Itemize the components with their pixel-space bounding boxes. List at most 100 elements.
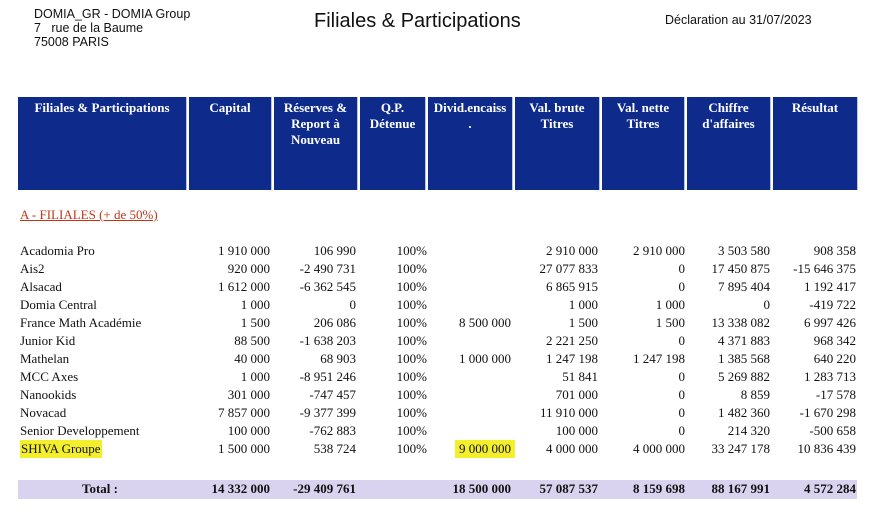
row-name: Alsacad [20, 279, 62, 294]
column-header-line: Nouveau [290, 132, 341, 147]
column-header-line: Chiffre [708, 100, 749, 115]
row-qp: 100% [396, 423, 427, 438]
row-capital: 100 000 [227, 423, 270, 438]
row-result: 6 997 426 [804, 315, 856, 330]
row-result: -15 646 375 [793, 261, 856, 276]
row-revenue: 13 338 082 [711, 315, 771, 330]
table-row: France Math Académie 1 500 206 086 100% 8 50… [0, 314, 877, 332]
row-reserves: -2 490 731 [299, 261, 356, 276]
row-qp: 100% [396, 297, 427, 312]
row-gross: 701 000 [555, 387, 598, 402]
row-name: MCC Axes [20, 369, 79, 384]
row-capital: 1 612 000 [218, 279, 270, 294]
row-name: Nanookids [20, 387, 77, 402]
row-gross: 11 910 000 [539, 405, 598, 420]
row-name: Ais2 [20, 261, 45, 276]
total-revenue: 88 167 991 [711, 481, 771, 496]
total-capital: 14 332 000 [211, 481, 271, 496]
row-capital: 1 500 [240, 315, 270, 330]
row-net: 1 000 [655, 297, 685, 312]
table-row: Novacad 7 857 000 -9 377 399 100% 11 910 000… [0, 404, 877, 422]
declaration-date: Déclaration au 31/07/2023 [665, 13, 812, 27]
total-bar [18, 480, 857, 499]
row-revenue: 214 320 [727, 423, 770, 438]
row-revenue: 0 [763, 297, 771, 312]
row-capital: 40 000 [234, 351, 270, 366]
row-net: 0 [678, 405, 686, 420]
row-result: 640 220 [813, 351, 856, 366]
total-gross: 57 087 537 [539, 481, 599, 496]
row-result: 10 836 439 [797, 441, 857, 456]
row-gross: 2 221 250 [546, 333, 598, 348]
row-reserves: 106 990 [313, 243, 356, 258]
row-qp: 100% [396, 405, 427, 420]
row-qp: 100% [396, 441, 427, 456]
row-capital: 7 857 000 [218, 405, 270, 420]
row-qp: 100% [396, 369, 427, 384]
row-result: -1 670 298 [799, 405, 856, 420]
row-name: Novacad [20, 405, 67, 420]
row-net: 4 000 000 [633, 441, 685, 456]
row-capital: 1 000 [240, 369, 270, 384]
row-qp: 100% [396, 315, 427, 330]
column-header-line: Divid.encaiss [433, 100, 507, 115]
section-title: A - FILIALES (+ de 50%) [20, 207, 158, 222]
row-qp: 100% [396, 279, 427, 294]
row-gross: 51 841 [562, 369, 598, 384]
row-reserves: -762 883 [309, 423, 356, 438]
row-reserves: -8 951 246 [299, 369, 356, 384]
column-header-result: Résultat [773, 97, 858, 190]
column-header-dividends: Divid.encaiss. [428, 97, 513, 190]
column-header-line: Report à [291, 116, 340, 131]
total-label: Total : [82, 481, 118, 496]
column-header-line: Titres [626, 116, 660, 131]
row-reserves: 68 903 [320, 351, 356, 366]
row-net: 1 247 198 [633, 351, 685, 366]
column-header-qp: Q.P. Détenue [360, 97, 426, 190]
row-net: 0 [678, 387, 686, 402]
column-header-line: Filiales & Participations [34, 100, 170, 115]
row-qp: 100% [396, 387, 427, 402]
row-net: 0 [678, 423, 686, 438]
row-revenue: 33 247 178 [711, 441, 771, 456]
column-header-gross: Val. brute Titres [515, 97, 600, 190]
column-header-line: . [468, 116, 472, 131]
table-row: Junior Kid 88 500 -1 638 203 100% 2 221 250 0… [0, 332, 877, 350]
row-revenue: 4 371 883 [718, 333, 770, 348]
table-row: SHIVA Groupe 1 500 000 538 724 100% 9 000 00… [0, 440, 877, 458]
table-row: Mathelan 40 000 68 903 100% 1 000 000 1 247 1… [0, 350, 877, 368]
row-revenue: 7 895 404 [718, 279, 770, 294]
table-row: MCC Axes 1 000 -8 951 246 100% 51 841 0 5 269 … [0, 368, 877, 386]
company-street: 7 rue de la Baume [34, 21, 144, 35]
row-gross: 6 865 915 [546, 279, 598, 294]
column-header-line: Résultat [791, 100, 839, 115]
row-net: 0 [678, 369, 686, 384]
total-row: Total : 14 332 000 -29 409 761 18 500 00… [0, 480, 877, 498]
total-dividends: 18 500 000 [452, 481, 512, 496]
table-row: Senior Developpement 100 000 -762 883 100% 1… [0, 422, 877, 440]
row-gross: 1 000 [568, 297, 598, 312]
row-result: 908 358 [813, 243, 856, 258]
row-result: 1 192 417 [804, 279, 856, 294]
row-revenue: 1 385 568 [718, 351, 770, 366]
column-header-name: Filiales & Participations [18, 97, 187, 190]
column-header-line: Réserves & [283, 100, 348, 115]
row-result: -17 578 [815, 387, 856, 402]
row-qp: 100% [396, 333, 427, 348]
row-result: -419 722 [809, 297, 856, 312]
row-net: 2 910 000 [633, 243, 685, 258]
column-header-reserves: Réserves & Report à Nouveau [274, 97, 358, 190]
column-header-line: Capital [209, 100, 251, 115]
row-dividends: 1 000 000 [459, 351, 511, 366]
row-name: Senior Developpement [20, 423, 140, 438]
row-revenue: 1 482 360 [718, 405, 770, 420]
row-capital: 1 910 000 [218, 243, 270, 258]
row-result: -500 658 [809, 423, 856, 438]
row-net: 1 500 [655, 315, 685, 330]
column-header-line: d'affaires [702, 116, 755, 131]
row-dividends: 9 000 000 [455, 440, 515, 458]
row-reserves: -747 457 [309, 387, 356, 402]
row-capital: 1 000 [240, 297, 270, 312]
row-name: Mathelan [20, 351, 70, 366]
table-row: Nanookids 301 000 -747 457 100% 701 000 0 8 85… [0, 386, 877, 404]
